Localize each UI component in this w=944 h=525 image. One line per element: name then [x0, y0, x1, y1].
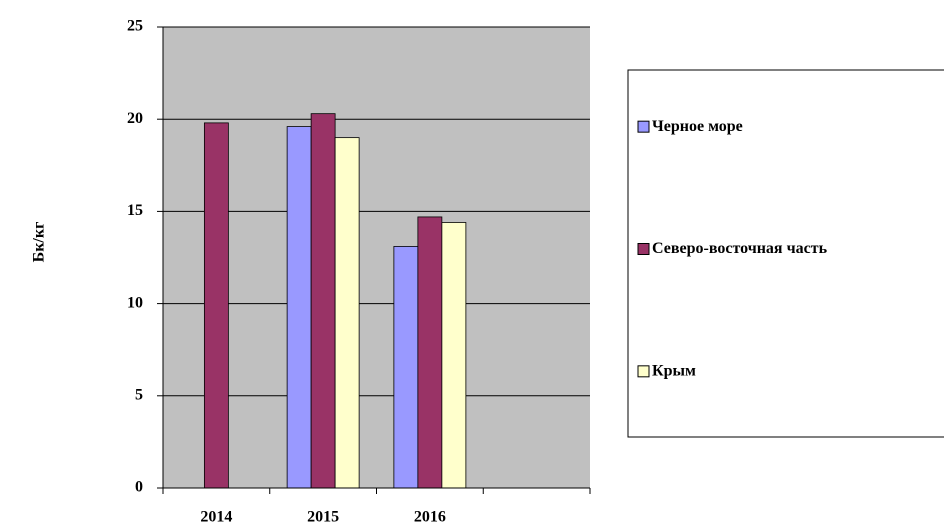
- bar: [441, 222, 467, 489]
- bar: [310, 113, 336, 489]
- legend-label: Крым: [652, 363, 696, 380]
- legend-box: [627, 69, 944, 438]
- legend-label: Черное море: [652, 118, 743, 135]
- y-axis-label: Бк/кг: [31, 222, 48, 263]
- legend-swatch: [637, 243, 650, 255]
- bar: [334, 137, 360, 489]
- plot-area: [163, 27, 590, 488]
- x-tick-label: 2016: [414, 509, 446, 525]
- y-tick-label: 10: [127, 294, 143, 311]
- y-tick-label: 0: [135, 479, 143, 496]
- bar: [203, 122, 229, 489]
- y-tick-label: 25: [127, 18, 143, 35]
- x-tick-label: 2015: [307, 509, 339, 525]
- legend-label: Северо-восточная часть: [652, 240, 828, 257]
- x-tick-label: 2014: [200, 509, 232, 525]
- y-tick-label: 15: [127, 202, 143, 219]
- legend-swatch: [637, 120, 650, 133]
- bar: [393, 246, 419, 489]
- bar: [417, 216, 443, 489]
- legend-swatch: [637, 365, 650, 378]
- y-tick-label: 5: [135, 386, 143, 403]
- y-tick-label: 20: [127, 110, 143, 127]
- bar: [286, 126, 312, 489]
